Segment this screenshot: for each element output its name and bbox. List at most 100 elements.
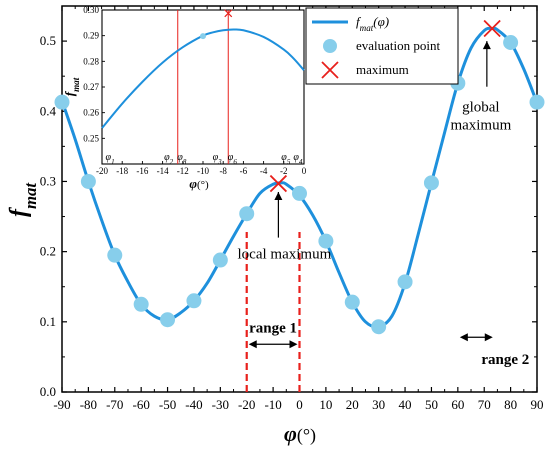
x-tick-label: 30: [372, 397, 385, 412]
legend-cross-swatch: [321, 61, 339, 79]
inset-y-tick-label: 0.28: [83, 56, 99, 66]
inset-phi-label-sub: 4: [299, 158, 303, 166]
evaluation-point: [160, 312, 176, 328]
evaluation-point: [397, 274, 413, 290]
range-2-arrowhead-right: [484, 333, 493, 342]
y-tick-label: 0.4: [40, 103, 57, 118]
maximum-marker: [483, 19, 501, 38]
x-tick-label: -50: [159, 397, 176, 412]
evaluation-point: [371, 319, 387, 335]
inset-x-axis-label: φ(°): [189, 176, 209, 191]
evaluation-point: [239, 206, 255, 222]
local-maximum-label: local maximum: [238, 247, 332, 263]
inset-x-tick-label: -20: [96, 166, 108, 176]
range-1-arrowhead-right: [289, 340, 298, 349]
inset-x-tick-label: -12: [177, 166, 189, 176]
inset-x-tick-label: -4: [260, 166, 268, 176]
x-tick-label: -10: [264, 397, 281, 412]
y-tick-label: 0.5: [40, 33, 56, 48]
inset-y-tick-label: 0.26: [83, 108, 99, 118]
global-maximum-label-2: maximum: [450, 117, 511, 133]
inset-x-tick-label: -18: [116, 166, 128, 176]
inset-phi-label-sub: 2: [170, 158, 174, 166]
x-tick-label: -30: [212, 397, 229, 412]
inset-x-tick-label: -16: [136, 166, 148, 176]
inset-y-tick-label: 0.25: [83, 133, 99, 143]
legend-label-rest: (φ): [373, 14, 389, 29]
evaluation-point: [529, 94, 545, 110]
inset-phi-label-sub: 3: [217, 158, 222, 166]
inset-maximum-marker: [224, 9, 233, 18]
x-tick-label: 70: [478, 397, 491, 412]
y-axis-label-sub: mat: [21, 182, 40, 209]
evaluation-point: [54, 94, 70, 110]
inset-phi-label-sub: 1: [111, 158, 115, 166]
inset-phi-label-sub: 6: [233, 158, 237, 166]
inset-fmat-curve: [101, 28, 305, 129]
x-tick-label: -80: [80, 397, 97, 412]
inset-phi-label-sub: 5: [287, 158, 291, 166]
inset-phi-label: φ3: [213, 152, 223, 166]
inset-phi-label: φ8: [177, 152, 187, 166]
inset-x-tick-label: 0: [302, 166, 307, 176]
x-tick-label: -40: [185, 397, 202, 412]
x-axis-label-unit: (°): [297, 425, 316, 446]
global-maximum-arrowhead: [482, 41, 491, 50]
legend-point-swatch: [323, 39, 337, 53]
inset-x-tick-label: -14: [157, 166, 169, 176]
inset-x-tick-label: -8: [219, 166, 227, 176]
y-tick-label: 0.2: [40, 244, 56, 259]
inset-x-tick-label: -10: [197, 166, 209, 176]
x-tick-label: 0: [296, 397, 303, 412]
evaluation-point: [292, 185, 307, 201]
evaluation-point: [423, 175, 439, 191]
global-maximum-label-1: global: [462, 99, 500, 115]
inset-y-tick-label: 0.27: [83, 82, 99, 92]
x-tick-label: 20: [346, 397, 359, 412]
inset-y-tick-label: 0.29: [83, 31, 99, 41]
y-axis-label: fmat: [6, 182, 40, 217]
evaluation-point: [186, 293, 202, 309]
inset-x-axis-label-unit: (°): [197, 179, 209, 191]
inset-phi-label: φ6: [228, 152, 238, 166]
inset-y-tick-label: 0.30: [83, 5, 99, 15]
evaluation-point: [80, 173, 96, 189]
evaluation-point: [503, 34, 519, 50]
inset-y-axis-label-sub: mat: [71, 77, 81, 92]
y-tick-label: 0.0: [40, 384, 56, 399]
range-2-label: range 2: [481, 352, 529, 368]
range-1-label: range 1: [249, 320, 297, 336]
evaluation-point: [107, 247, 123, 263]
range-2-arrowhead-left: [459, 333, 468, 342]
x-tick-label: 50: [425, 397, 438, 412]
evaluation-point: [344, 294, 360, 310]
inset-y-axis-label: fmat: [62, 77, 81, 96]
inset-phi-label: φ5: [281, 152, 291, 166]
inset-frame: [101, 9, 305, 165]
legend-label-sub: mat: [360, 23, 374, 33]
maximum-marker: [269, 174, 288, 193]
inset-phi-label: φ4: [293, 152, 303, 166]
local-maximum-arrowhead: [274, 191, 283, 200]
x-tick-label: 80: [504, 397, 517, 412]
x-tick-label: 90: [531, 397, 544, 412]
y-tick-label: 0.1: [40, 314, 56, 329]
x-axis-label: φ(°): [284, 421, 316, 446]
x-tick-label: -20: [238, 397, 255, 412]
inset-evaluation-point: [200, 33, 206, 40]
inset-phi-label-sub: 8: [183, 158, 187, 166]
range-1-arrowhead-left: [248, 340, 257, 349]
x-tick-label: 40: [399, 397, 412, 412]
inset-phi-label: φ2: [164, 152, 174, 166]
x-tick-label: 60: [451, 397, 464, 412]
inset-x-tick-label: -6: [240, 166, 248, 176]
x-tick-label: -70: [106, 397, 123, 412]
legend-label-evaluation-point: evaluation point: [356, 38, 441, 53]
evaluation-point: [318, 233, 334, 249]
inset-x-tick-label: -2: [280, 166, 288, 176]
inset-phi-label: φ1: [106, 152, 115, 166]
evaluation-point: [133, 296, 149, 312]
x-tick-label: -90: [53, 397, 70, 412]
y-tick-label: 0.3: [40, 173, 56, 188]
